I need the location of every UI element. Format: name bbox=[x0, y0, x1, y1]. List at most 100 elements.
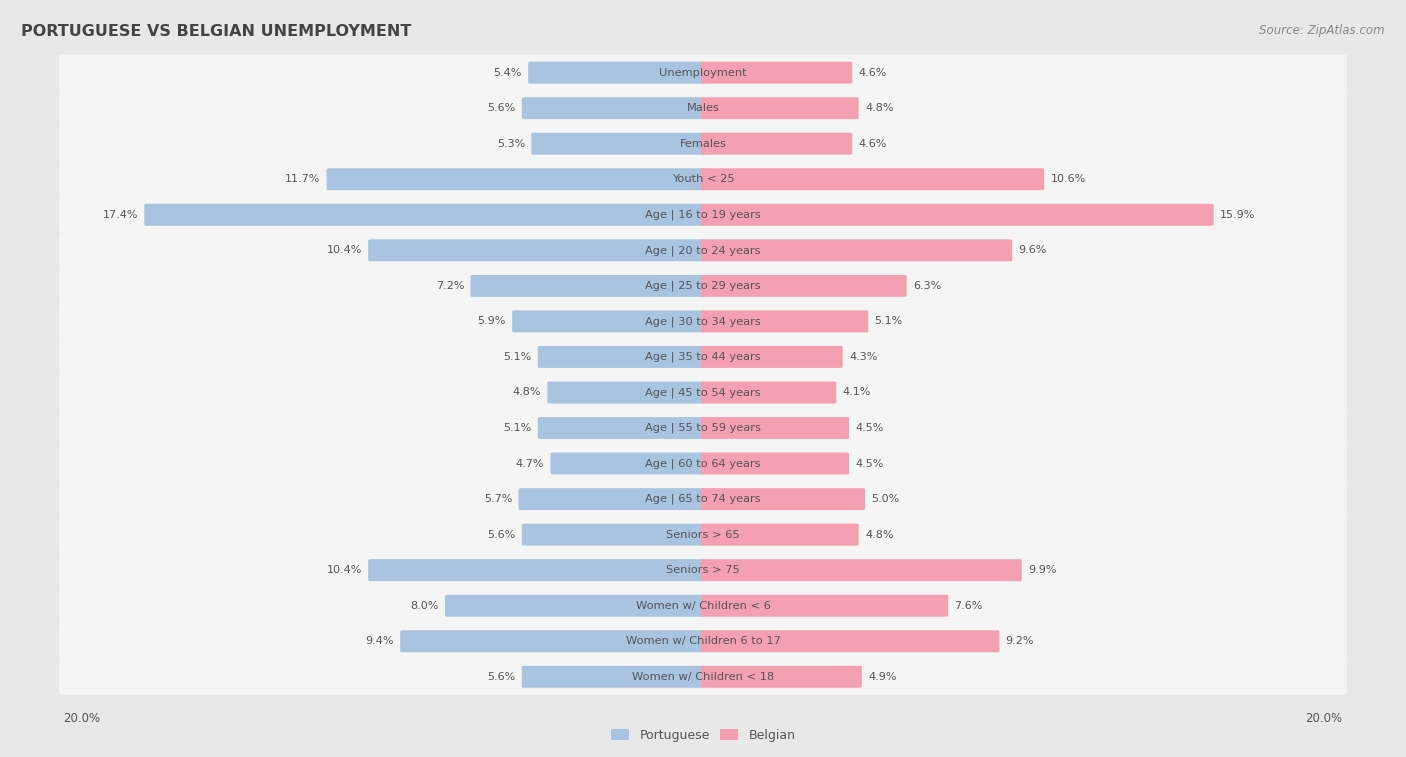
FancyBboxPatch shape bbox=[700, 488, 865, 510]
Text: 7.6%: 7.6% bbox=[955, 601, 983, 611]
Text: Age | 45 to 54 years: Age | 45 to 54 years bbox=[645, 388, 761, 397]
Text: 5.6%: 5.6% bbox=[488, 530, 516, 540]
FancyBboxPatch shape bbox=[700, 666, 862, 688]
FancyBboxPatch shape bbox=[59, 268, 1347, 304]
FancyBboxPatch shape bbox=[529, 61, 704, 83]
FancyBboxPatch shape bbox=[59, 304, 1347, 340]
FancyBboxPatch shape bbox=[401, 631, 706, 653]
FancyBboxPatch shape bbox=[512, 310, 704, 332]
Text: 9.2%: 9.2% bbox=[1005, 636, 1035, 646]
Text: 4.8%: 4.8% bbox=[865, 530, 893, 540]
FancyBboxPatch shape bbox=[700, 453, 849, 475]
Text: Age | 16 to 19 years: Age | 16 to 19 years bbox=[645, 210, 761, 220]
FancyBboxPatch shape bbox=[59, 623, 1347, 659]
FancyBboxPatch shape bbox=[700, 275, 907, 297]
Text: Women w/ Children < 6: Women w/ Children < 6 bbox=[636, 601, 770, 611]
Text: Seniors > 75: Seniors > 75 bbox=[666, 565, 740, 575]
FancyBboxPatch shape bbox=[700, 417, 849, 439]
Text: 20.0%: 20.0% bbox=[63, 712, 100, 724]
FancyBboxPatch shape bbox=[59, 197, 1347, 233]
FancyBboxPatch shape bbox=[700, 168, 1045, 190]
FancyBboxPatch shape bbox=[519, 488, 706, 510]
Text: Age | 65 to 74 years: Age | 65 to 74 years bbox=[645, 494, 761, 504]
Text: 4.3%: 4.3% bbox=[849, 352, 877, 362]
FancyBboxPatch shape bbox=[59, 126, 1347, 162]
FancyBboxPatch shape bbox=[700, 382, 837, 403]
FancyBboxPatch shape bbox=[59, 516, 1347, 553]
Text: 8.0%: 8.0% bbox=[411, 601, 439, 611]
Legend: Portuguese, Belgian: Portuguese, Belgian bbox=[606, 724, 800, 747]
Text: 10.6%: 10.6% bbox=[1050, 174, 1085, 184]
Text: 4.7%: 4.7% bbox=[516, 459, 544, 469]
FancyBboxPatch shape bbox=[59, 161, 1347, 198]
Text: 5.0%: 5.0% bbox=[872, 494, 900, 504]
Text: Age | 20 to 24 years: Age | 20 to 24 years bbox=[645, 245, 761, 256]
FancyBboxPatch shape bbox=[59, 659, 1347, 695]
Text: 9.4%: 9.4% bbox=[366, 636, 394, 646]
FancyBboxPatch shape bbox=[522, 524, 706, 546]
FancyBboxPatch shape bbox=[551, 453, 706, 475]
FancyBboxPatch shape bbox=[700, 239, 1012, 261]
FancyBboxPatch shape bbox=[471, 275, 706, 297]
Text: 20.0%: 20.0% bbox=[1306, 712, 1343, 724]
FancyBboxPatch shape bbox=[700, 61, 852, 83]
Text: 10.4%: 10.4% bbox=[326, 245, 361, 255]
Text: Males: Males bbox=[686, 103, 720, 114]
FancyBboxPatch shape bbox=[700, 310, 869, 332]
FancyBboxPatch shape bbox=[59, 375, 1347, 410]
FancyBboxPatch shape bbox=[537, 417, 706, 439]
FancyBboxPatch shape bbox=[700, 631, 1000, 653]
FancyBboxPatch shape bbox=[522, 666, 706, 688]
Text: 5.6%: 5.6% bbox=[488, 671, 516, 682]
Text: 15.9%: 15.9% bbox=[1220, 210, 1256, 220]
Text: 17.4%: 17.4% bbox=[103, 210, 138, 220]
FancyBboxPatch shape bbox=[700, 97, 859, 119]
FancyBboxPatch shape bbox=[547, 382, 706, 403]
FancyBboxPatch shape bbox=[368, 559, 704, 581]
Text: 4.6%: 4.6% bbox=[859, 67, 887, 78]
Text: PORTUGUESE VS BELGIAN UNEMPLOYMENT: PORTUGUESE VS BELGIAN UNEMPLOYMENT bbox=[21, 24, 412, 39]
Text: 5.9%: 5.9% bbox=[478, 316, 506, 326]
FancyBboxPatch shape bbox=[59, 410, 1347, 446]
FancyBboxPatch shape bbox=[700, 559, 1022, 581]
Text: 5.1%: 5.1% bbox=[875, 316, 903, 326]
FancyBboxPatch shape bbox=[59, 552, 1347, 588]
Text: Women w/ Children 6 to 17: Women w/ Children 6 to 17 bbox=[626, 636, 780, 646]
FancyBboxPatch shape bbox=[700, 524, 859, 546]
Text: 4.9%: 4.9% bbox=[868, 671, 897, 682]
Text: Age | 30 to 34 years: Age | 30 to 34 years bbox=[645, 316, 761, 327]
FancyBboxPatch shape bbox=[522, 97, 706, 119]
FancyBboxPatch shape bbox=[59, 232, 1347, 269]
Text: 5.3%: 5.3% bbox=[496, 139, 524, 148]
FancyBboxPatch shape bbox=[531, 132, 706, 154]
Text: Source: ZipAtlas.com: Source: ZipAtlas.com bbox=[1260, 24, 1385, 37]
FancyBboxPatch shape bbox=[537, 346, 706, 368]
Text: Age | 60 to 64 years: Age | 60 to 64 years bbox=[645, 458, 761, 469]
Text: Age | 55 to 59 years: Age | 55 to 59 years bbox=[645, 422, 761, 433]
FancyBboxPatch shape bbox=[59, 481, 1347, 517]
FancyBboxPatch shape bbox=[368, 239, 704, 261]
FancyBboxPatch shape bbox=[446, 595, 706, 617]
Text: 4.8%: 4.8% bbox=[865, 103, 893, 114]
Text: 5.6%: 5.6% bbox=[488, 103, 516, 114]
FancyBboxPatch shape bbox=[326, 168, 706, 190]
Text: Age | 35 to 44 years: Age | 35 to 44 years bbox=[645, 352, 761, 362]
FancyBboxPatch shape bbox=[700, 204, 1213, 226]
Text: 7.2%: 7.2% bbox=[436, 281, 464, 291]
Text: Age | 25 to 29 years: Age | 25 to 29 years bbox=[645, 281, 761, 291]
FancyBboxPatch shape bbox=[59, 445, 1347, 481]
Text: 4.5%: 4.5% bbox=[855, 423, 884, 433]
FancyBboxPatch shape bbox=[59, 339, 1347, 375]
Text: Unemployment: Unemployment bbox=[659, 67, 747, 78]
FancyBboxPatch shape bbox=[700, 132, 852, 154]
Text: Seniors > 65: Seniors > 65 bbox=[666, 530, 740, 540]
Text: Women w/ Children < 18: Women w/ Children < 18 bbox=[631, 671, 775, 682]
Text: 5.7%: 5.7% bbox=[484, 494, 512, 504]
FancyBboxPatch shape bbox=[145, 204, 706, 226]
Text: Youth < 25: Youth < 25 bbox=[672, 174, 734, 184]
FancyBboxPatch shape bbox=[700, 346, 842, 368]
Text: Females: Females bbox=[679, 139, 727, 148]
Text: 9.9%: 9.9% bbox=[1028, 565, 1056, 575]
FancyBboxPatch shape bbox=[59, 90, 1347, 126]
Text: 4.6%: 4.6% bbox=[859, 139, 887, 148]
